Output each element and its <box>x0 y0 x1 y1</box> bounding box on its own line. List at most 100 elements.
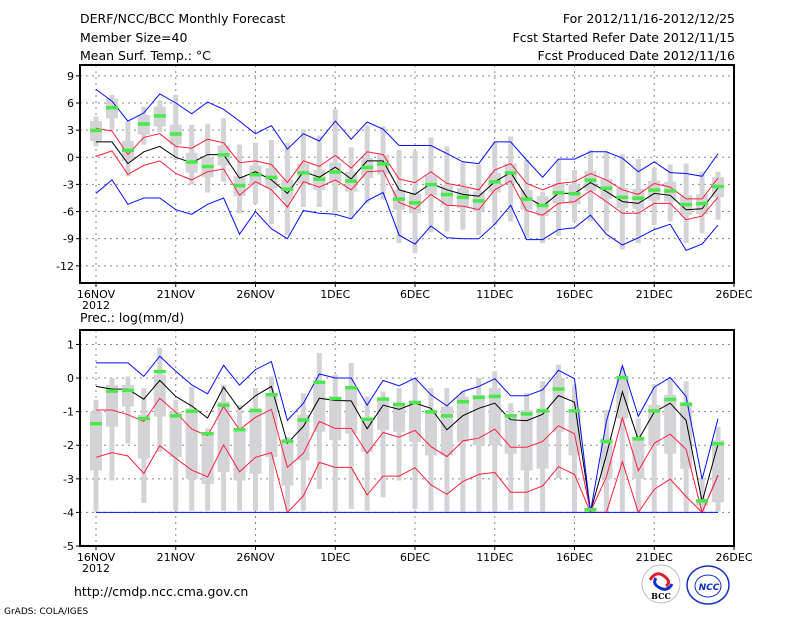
mean-marker <box>169 132 182 136</box>
box-bar <box>137 414 150 459</box>
whisker-bar <box>412 379 418 510</box>
mean-marker <box>536 203 549 208</box>
box-bar <box>409 401 421 442</box>
y-tick-label: -6 <box>63 206 74 219</box>
mean-marker <box>233 427 246 432</box>
mean-marker <box>680 202 693 207</box>
mean-marker <box>329 170 342 174</box>
y-tick-label: -3 <box>63 473 74 486</box>
mean-marker <box>265 175 278 180</box>
x-tick-label: 21DEC <box>636 551 673 564</box>
box-bar <box>504 414 517 454</box>
mean-marker <box>297 171 310 175</box>
whisker-bar <box>508 403 514 511</box>
y-tick-label: -4 <box>63 506 74 519</box>
box-bar <box>520 409 533 471</box>
mean-marker <box>680 402 693 406</box>
whisker-bar <box>332 374 338 511</box>
mean-marker <box>90 421 102 426</box>
precipitation-variable-label: Prec.: log(mm/d) <box>80 310 184 325</box>
x-tick-label: 16DEC <box>556 288 593 301</box>
mean-marker <box>632 437 645 441</box>
mean-marker <box>217 403 230 407</box>
mean-marker <box>424 182 437 187</box>
website-url: http://cmdp.ncc.cma.gov.cn <box>74 584 248 599</box>
series-line-black <box>96 141 719 211</box>
mean-marker <box>536 409 549 413</box>
mean-marker <box>217 153 230 157</box>
mean-marker <box>377 397 390 401</box>
mean-marker <box>648 188 661 192</box>
bcc-logo: BCC <box>641 564 681 604</box>
mean-marker <box>504 414 517 418</box>
box-bar <box>90 411 102 471</box>
y-tick-label: -9 <box>63 233 74 246</box>
mean-marker <box>424 410 437 414</box>
mean-marker <box>632 196 645 200</box>
mean-marker <box>185 409 198 413</box>
ncc-logo: NCC <box>686 565 730 605</box>
mean-marker <box>712 184 725 189</box>
box-bar <box>648 404 661 446</box>
member-size-label: Member Size=40 <box>80 30 187 45</box>
forecast-start-date-label: Fcst Started Refer Date 2012/11/15 <box>513 30 736 45</box>
box-bar <box>600 438 613 479</box>
x-tick-label: 1DEC <box>320 288 350 301</box>
x-tick-label: 6DEC <box>400 551 430 564</box>
series-line-black <box>95 379 719 512</box>
box-bar <box>153 374 166 417</box>
box-bar <box>281 440 294 486</box>
mean-marker <box>281 439 294 443</box>
box-bar <box>249 408 262 474</box>
mean-marker <box>90 128 102 133</box>
mean-marker <box>504 171 517 175</box>
box-bar <box>185 408 198 479</box>
y-tick-label: 6 <box>67 97 74 110</box>
mean-marker <box>616 195 629 200</box>
plot-frame <box>79 329 735 547</box>
y-tick-label: -2 <box>63 439 74 452</box>
whisker-bar <box>540 191 546 244</box>
mean-marker <box>249 408 262 413</box>
box-bar <box>265 393 278 457</box>
box-bar <box>440 406 453 456</box>
box-bar <box>361 418 374 452</box>
y-tick-label: 0 <box>67 372 74 385</box>
mean-marker <box>153 369 166 374</box>
series-line-blue-lower <box>95 179 719 252</box>
y-tick-label: 3 <box>67 124 74 137</box>
mean-marker <box>584 507 597 512</box>
mean-marker <box>393 197 406 201</box>
plot-frame <box>79 64 735 284</box>
mean-marker <box>169 414 182 418</box>
box-bar <box>536 408 549 469</box>
mean-marker <box>377 162 390 166</box>
mean-marker <box>361 417 374 422</box>
y-tick-label: 9 <box>67 70 74 83</box>
box-bar <box>233 430 246 481</box>
box-bar <box>217 401 230 473</box>
mean-marker <box>664 397 677 402</box>
mean-marker <box>712 442 725 446</box>
mean-marker <box>488 180 501 184</box>
mean-marker <box>201 431 214 436</box>
mean-marker <box>121 148 134 153</box>
mean-marker <box>409 200 421 205</box>
mean-marker <box>456 195 469 200</box>
box-bar <box>377 398 390 431</box>
box-bar <box>424 411 437 456</box>
mean-marker <box>456 400 469 404</box>
box-bar <box>297 414 310 461</box>
mean-marker <box>488 394 501 399</box>
figure-title: DERF/NCC/BCC Monthly Forecast <box>80 11 285 26</box>
x-tick-year-label: 2012 <box>82 562 110 575</box>
whisker-bar <box>619 367 625 512</box>
x-tick-label: 1DEC <box>320 551 350 564</box>
x-tick-label: 21NOV <box>157 288 196 301</box>
box-bar <box>456 396 469 442</box>
mean-marker <box>137 122 150 126</box>
series-line-red-lower <box>95 443 719 514</box>
whisker-bar <box>460 391 466 512</box>
